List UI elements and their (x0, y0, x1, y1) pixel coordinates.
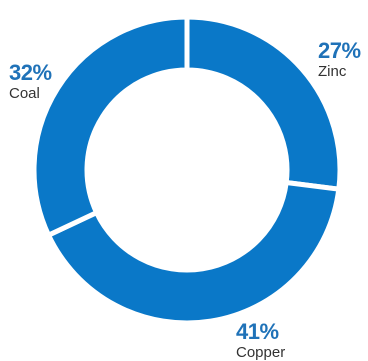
slice-name-zinc: Zinc (318, 63, 347, 80)
slice-copper (45, 179, 342, 326)
slice-name-copper: Copper (236, 344, 286, 361)
slice-value-coal: 32% (9, 60, 52, 85)
slice-zinc (184, 14, 343, 192)
donut-slices (31, 14, 343, 326)
slice-value-zinc: 27% (318, 38, 361, 63)
slice-value-copper: 41% (236, 319, 279, 344)
slice-label-copper: 41% Copper (236, 319, 286, 361)
slice-label-zinc: 27% Zinc (318, 38, 361, 80)
slice-coal (31, 14, 190, 239)
slice-name-coal: Coal (9, 85, 40, 102)
slice-label-coal: 32% Coal (9, 60, 52, 102)
